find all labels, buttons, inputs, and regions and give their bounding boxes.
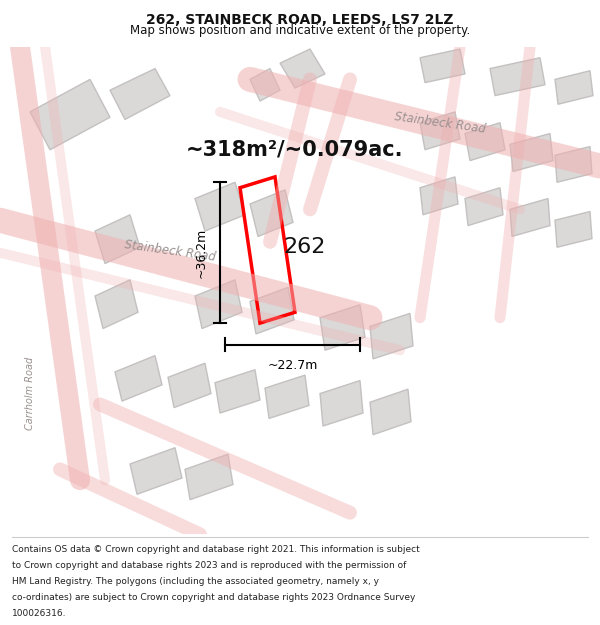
Polygon shape: [465, 122, 505, 161]
Text: Stainbeck Road: Stainbeck Road: [124, 238, 217, 263]
Polygon shape: [490, 58, 545, 96]
Polygon shape: [250, 288, 294, 334]
Polygon shape: [110, 69, 170, 119]
Polygon shape: [95, 215, 140, 264]
Polygon shape: [130, 448, 182, 494]
Polygon shape: [320, 305, 365, 350]
Text: 262, STAINBECK ROAD, LEEDS, LS7 2LZ: 262, STAINBECK ROAD, LEEDS, LS7 2LZ: [146, 13, 454, 27]
Polygon shape: [95, 280, 138, 329]
Polygon shape: [370, 389, 411, 435]
Polygon shape: [280, 49, 325, 88]
Polygon shape: [370, 313, 413, 359]
Polygon shape: [195, 182, 245, 231]
Text: ~318m²/~0.079ac.: ~318m²/~0.079ac.: [186, 140, 404, 160]
Text: Map shows position and indicative extent of the property.: Map shows position and indicative extent…: [130, 24, 470, 36]
Polygon shape: [265, 375, 309, 419]
Polygon shape: [195, 280, 242, 329]
Text: HM Land Registry. The polygons (including the associated geometry, namely x, y: HM Land Registry. The polygons (includin…: [12, 577, 379, 586]
Text: ~22.7m: ~22.7m: [268, 359, 317, 372]
Polygon shape: [465, 188, 503, 226]
Text: Contains OS data © Crown copyright and database right 2021. This information is : Contains OS data © Crown copyright and d…: [12, 545, 420, 554]
Polygon shape: [555, 211, 592, 248]
Text: Stainbeck Road: Stainbeck Road: [394, 110, 487, 136]
Polygon shape: [320, 381, 363, 426]
Polygon shape: [510, 199, 550, 236]
Polygon shape: [30, 79, 110, 150]
Polygon shape: [185, 454, 233, 500]
Text: co-ordinates) are subject to Crown copyright and database rights 2023 Ordnance S: co-ordinates) are subject to Crown copyr…: [12, 593, 415, 602]
Polygon shape: [250, 69, 280, 101]
Text: Carrholm Road: Carrholm Road: [25, 357, 35, 430]
Polygon shape: [215, 370, 260, 413]
Polygon shape: [420, 177, 458, 215]
Polygon shape: [555, 146, 592, 182]
Text: 100026316.: 100026316.: [12, 609, 67, 618]
Polygon shape: [510, 134, 553, 171]
Polygon shape: [420, 49, 465, 82]
Text: ~36.2m: ~36.2m: [195, 228, 208, 278]
Polygon shape: [250, 190, 293, 236]
Polygon shape: [115, 356, 162, 401]
Text: 262: 262: [284, 238, 326, 258]
Polygon shape: [420, 112, 460, 150]
Text: to Crown copyright and database rights 2023 and is reproduced with the permissio: to Crown copyright and database rights 2…: [12, 561, 406, 570]
Polygon shape: [555, 71, 593, 104]
Polygon shape: [168, 363, 211, 408]
